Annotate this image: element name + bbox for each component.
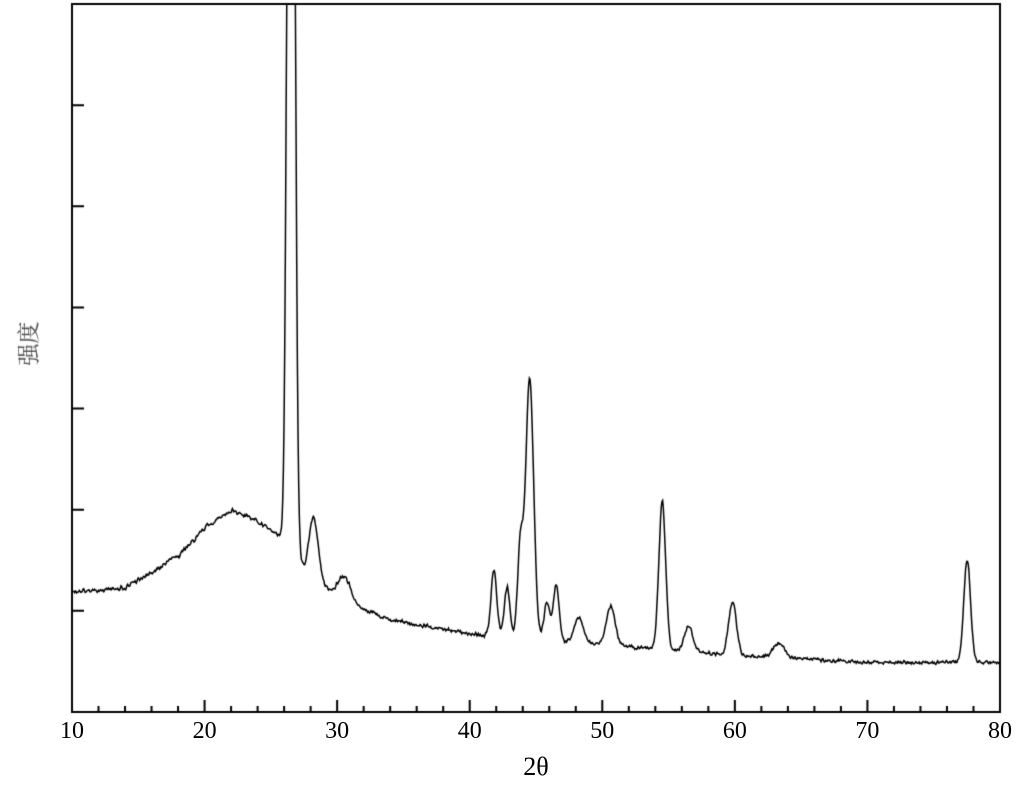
xaxis-label: 2θ (523, 752, 548, 782)
xtick-label: 50 (590, 718, 614, 745)
chart-container: 10 20 30 40 50 60 70 80 2θ 强度 (0, 0, 1016, 792)
xtick-label: 10 (60, 718, 84, 745)
xtick-label: 80 (988, 718, 1012, 745)
xtick-label: 60 (723, 718, 747, 745)
xrd-chart-canvas (0, 0, 1016, 792)
xtick-label: 20 (193, 718, 217, 745)
xtick-label: 30 (325, 718, 349, 745)
xtick-label: 40 (458, 718, 482, 745)
xtick-label: 70 (855, 718, 879, 745)
